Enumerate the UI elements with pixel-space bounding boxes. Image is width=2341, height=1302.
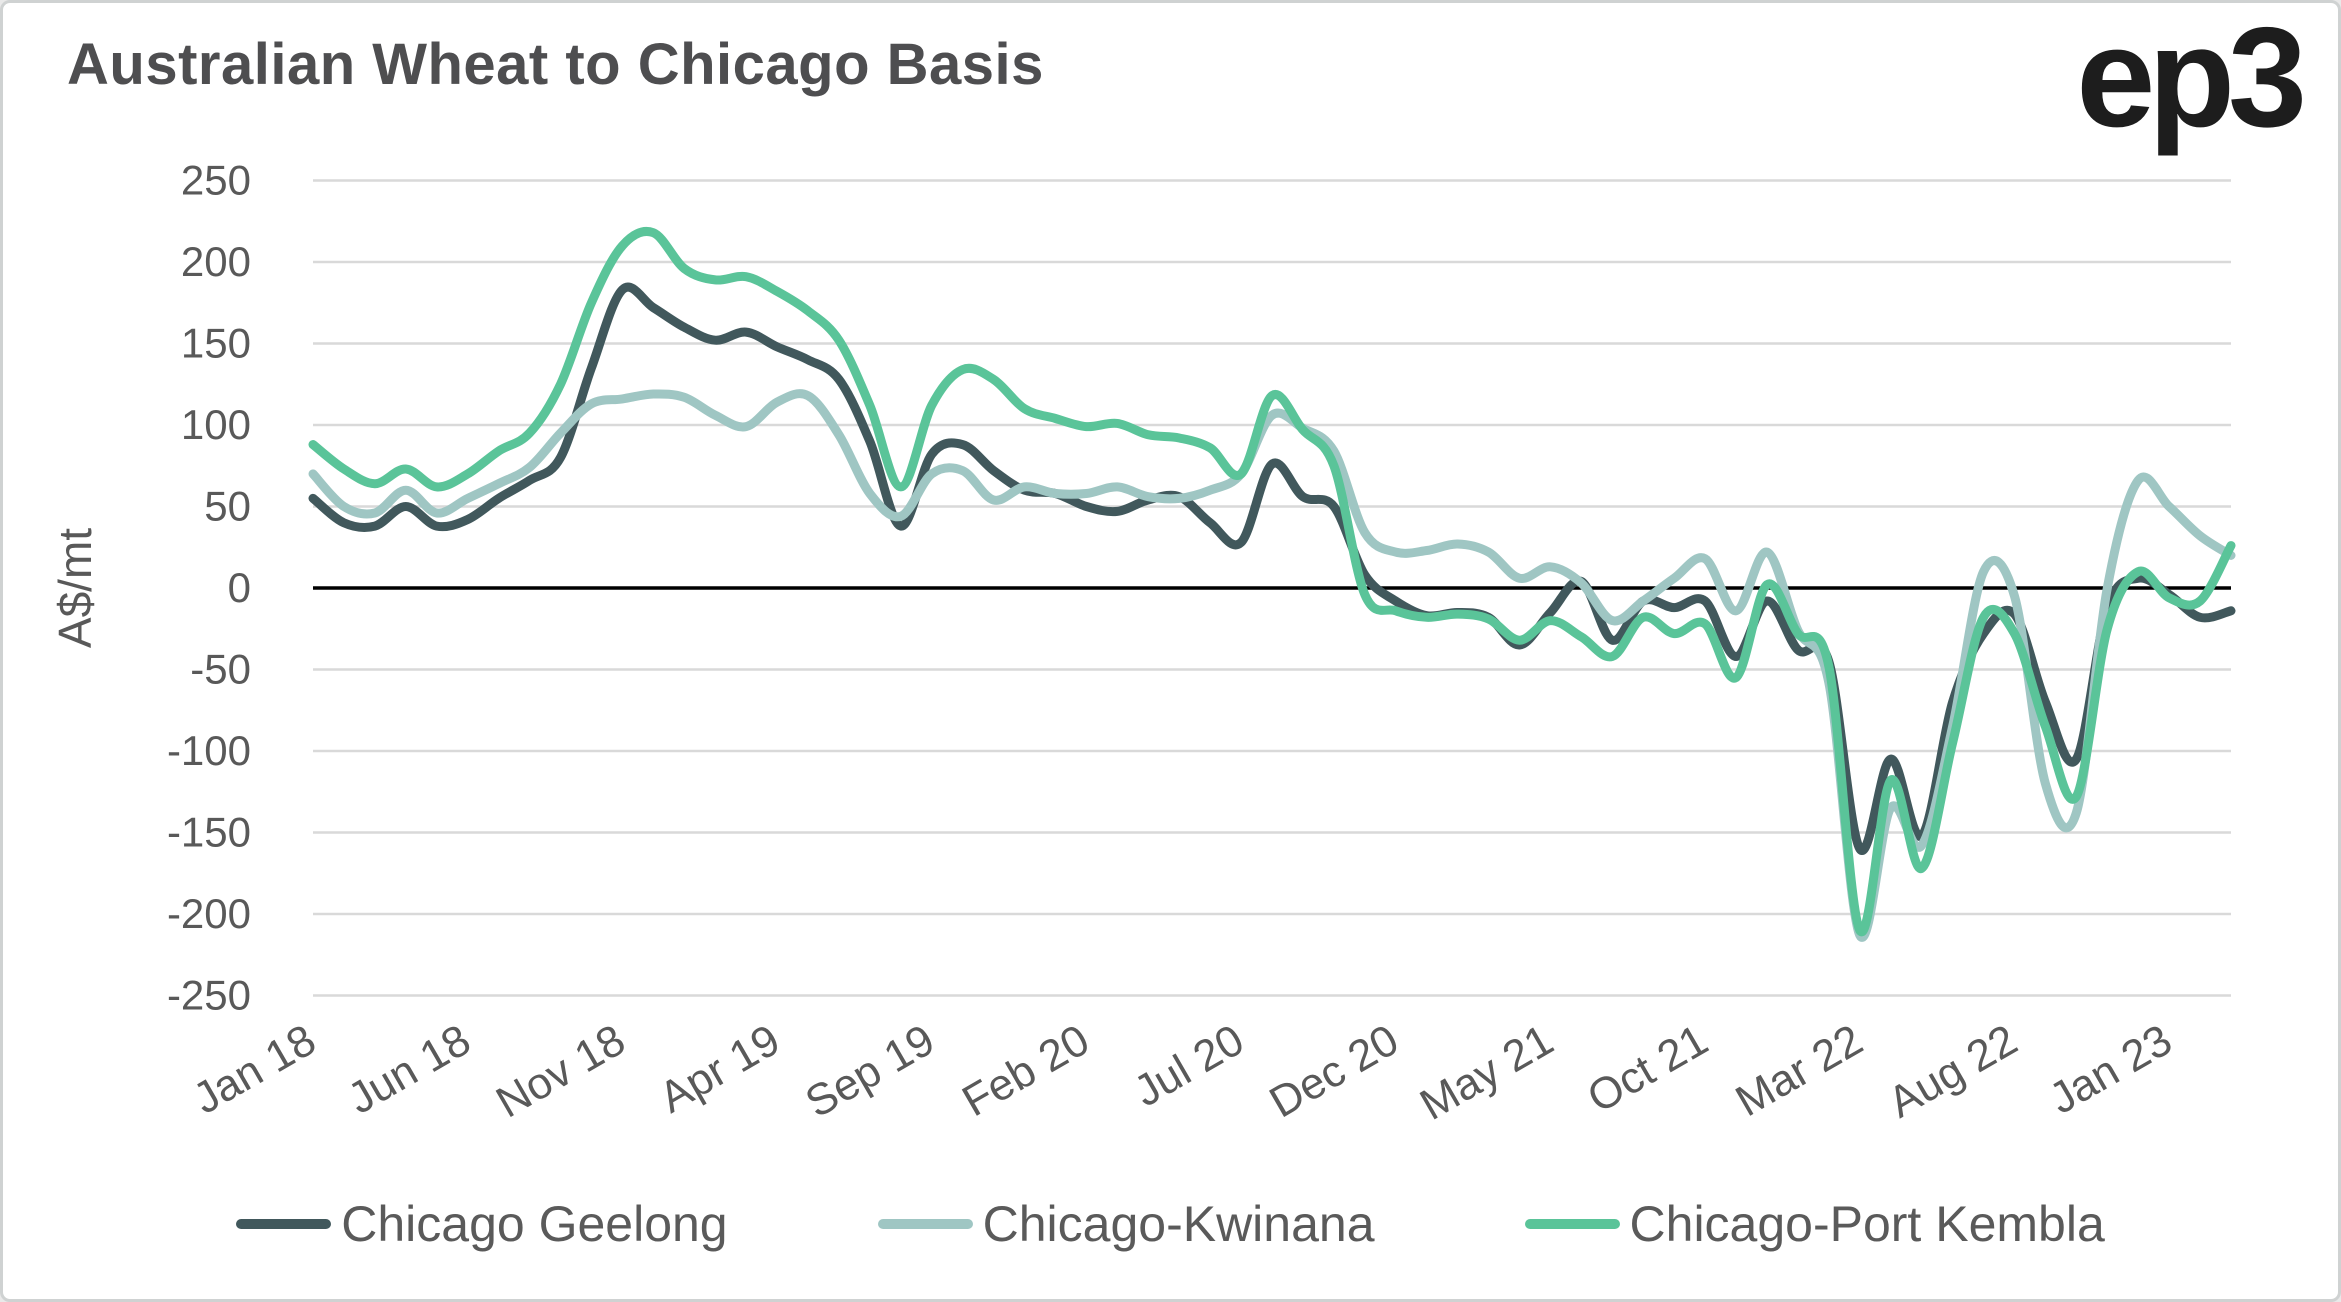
legend-label: Chicago Geelong	[341, 1196, 728, 1252]
svg-text:A$/mt: A$/mt	[49, 528, 101, 648]
svg-text:Jan 18: Jan 18	[185, 1015, 324, 1123]
x-tick-label: Aug 22	[1880, 1015, 2025, 1127]
x-tick-label: Jun 18	[340, 1015, 479, 1123]
svg-text:Mar 22: Mar 22	[1728, 1015, 1871, 1126]
x-tick-label: May 21	[1412, 1015, 1561, 1130]
legend-swatch-chicago-port-kembla	[1524, 1219, 1620, 1229]
svg-text:Dec 20: Dec 20	[1261, 1015, 1406, 1127]
svg-text:Nov 18: Nov 18	[488, 1015, 633, 1127]
x-tick-label: Apr 19	[651, 1015, 788, 1122]
chart-legend: Chicago Geelong Chicago-Kwinana Chicago-…	[3, 1195, 2338, 1253]
legend-swatch-chicago-kwinana	[877, 1219, 973, 1229]
y-tick-label: 100	[181, 401, 251, 448]
legend-label: Chicago-Port Kembla	[1629, 1196, 2105, 1252]
y-tick-label: 150	[181, 320, 251, 367]
y-tick-label: -250	[167, 972, 251, 1019]
y-tick-label: -100	[167, 727, 251, 774]
svg-text:Apr 19: Apr 19	[651, 1015, 788, 1122]
legend-item-chicago-kwinana: Chicago-Kwinana	[877, 1195, 1375, 1253]
x-tick-label: Dec 20	[1261, 1015, 1406, 1127]
svg-text:Oct 21: Oct 21	[1579, 1015, 1716, 1122]
x-tick-label: Jul 20	[1126, 1015, 1252, 1116]
legend-item-chicago-port-kembla: Chicago-Port Kembla	[1524, 1195, 2105, 1253]
y-tick-label: 50	[204, 483, 251, 530]
x-tick-label: Sep 19	[797, 1015, 942, 1127]
x-tick-label: Mar 22	[1728, 1015, 1871, 1126]
chart-title: Australian Wheat to Chicago Basis	[67, 32, 1044, 97]
y-tick-label: 250	[181, 157, 251, 204]
y-axis-label: A$/mt	[49, 528, 101, 648]
svg-text:Jul 20: Jul 20	[1126, 1015, 1252, 1116]
series-line-chicago-kwinana	[308, 389, 2236, 942]
x-tick-label: Feb 20	[954, 1015, 1097, 1126]
y-tick-label: -150	[167, 809, 251, 856]
x-tick-label: Oct 21	[1579, 1015, 1716, 1122]
y-tick-label: -50	[190, 646, 251, 693]
svg-text:Jun 18: Jun 18	[340, 1015, 479, 1123]
x-tick-label: Jan 23	[2041, 1015, 2180, 1123]
svg-text:Feb 20: Feb 20	[954, 1015, 1097, 1126]
svg-text:Jan 23: Jan 23	[2041, 1015, 2180, 1123]
legend-swatch-chicago-geelong	[236, 1219, 332, 1229]
series-line-chicago-port-kembla	[308, 226, 2236, 937]
svg-text:May 21: May 21	[1412, 1015, 1561, 1130]
legend-label: Chicago-Kwinana	[982, 1196, 1375, 1252]
y-tick-label: 0	[228, 564, 251, 611]
x-tick-label: Jan 18	[185, 1015, 324, 1123]
ep3-logo: ep3	[2076, 0, 2307, 157]
y-tick-label: 200	[181, 238, 251, 285]
svg-text:Aug 22: Aug 22	[1880, 1015, 2025, 1127]
y-tick-label: -200	[167, 890, 251, 937]
svg-text:Sep 19: Sep 19	[797, 1015, 942, 1127]
x-tick-label: Nov 18	[488, 1015, 633, 1127]
legend-item-chicago-geelong: Chicago Geelong	[236, 1195, 728, 1253]
